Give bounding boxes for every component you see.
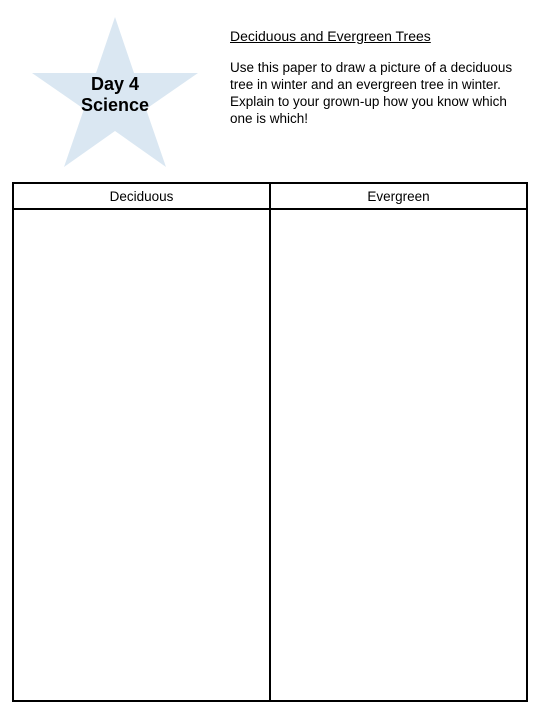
star-label: Day 4 Science xyxy=(30,15,200,175)
star-line1: Day 4 xyxy=(91,74,139,95)
header-area: Day 4 Science Deciduous and Evergreen Tr… xyxy=(0,0,540,175)
table-body-row xyxy=(13,209,527,701)
draw-area-deciduous xyxy=(13,209,270,701)
star-line2: Science xyxy=(81,95,149,116)
column-header-evergreen: Evergreen xyxy=(270,183,527,209)
worksheet-table: Deciduous Evergreen xyxy=(12,182,528,702)
instructions-text: Use this paper to draw a picture of a de… xyxy=(230,60,520,128)
star-badge: Day 4 Science xyxy=(30,15,200,175)
title-block: Deciduous and Evergreen Trees Use this p… xyxy=(230,28,520,128)
draw-area-evergreen xyxy=(270,209,527,701)
column-header-deciduous: Deciduous xyxy=(13,183,270,209)
page-title: Deciduous and Evergreen Trees xyxy=(230,28,520,44)
table-header-row: Deciduous Evergreen xyxy=(13,183,527,209)
